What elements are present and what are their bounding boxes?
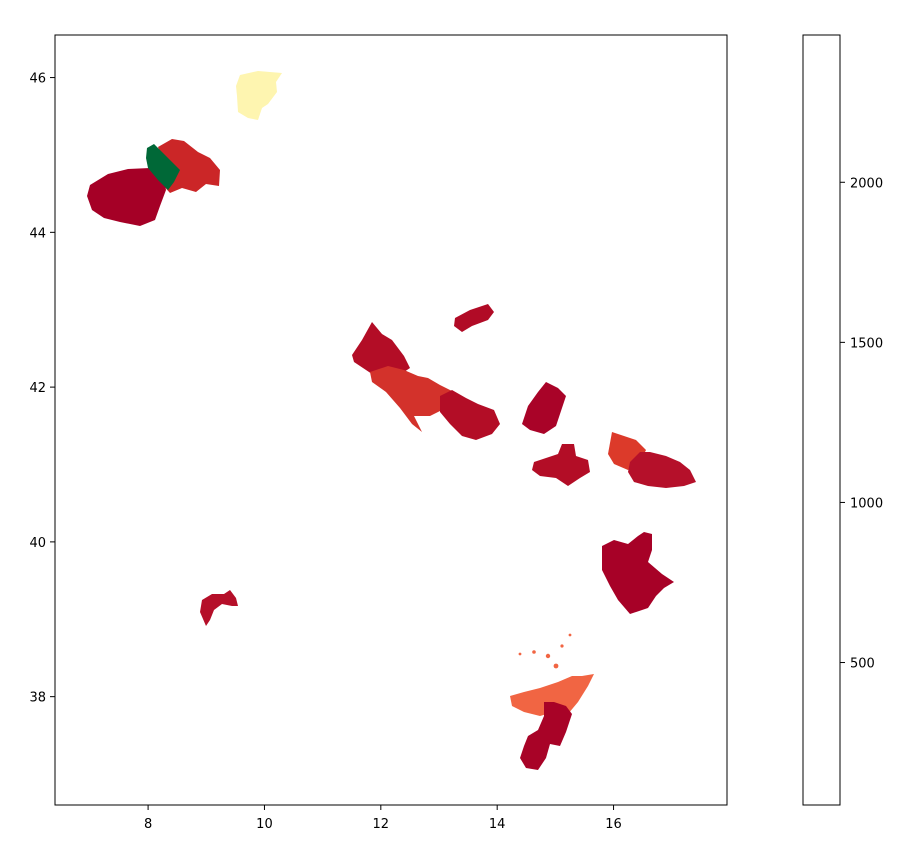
region-far-east-red <box>628 452 696 488</box>
y-tick-label: 44 <box>29 226 46 241</box>
colorbar-tick-label: 1000 <box>850 496 883 511</box>
region-south-island-orange <box>510 674 594 716</box>
x-tick-label: 12 <box>373 817 390 832</box>
x-tick-label: 14 <box>489 817 506 832</box>
y-axis-ticks: 38 40 42 44 46 <box>29 72 55 706</box>
region-south-east-large <box>602 532 674 614</box>
region-south-island-red <box>520 702 572 770</box>
colorbar <box>802 34 841 806</box>
region-southwest-island-small <box>200 590 238 626</box>
y-tick-label: 38 <box>29 691 46 706</box>
region-central-south <box>440 390 500 440</box>
islet-6 <box>568 633 572 637</box>
x-axis-ticks: 8 10 12 14 16 <box>144 805 622 832</box>
islet-3 <box>545 653 551 659</box>
y-tick-label: 42 <box>29 381 46 396</box>
region-east-middle <box>522 382 566 434</box>
colorbar-tick-label: 500 <box>850 657 875 672</box>
islet-5 <box>560 644 564 648</box>
region-central-north <box>352 322 410 378</box>
islet-4 <box>553 663 559 669</box>
region-red-west-large <box>87 168 166 226</box>
islet-2 <box>532 650 536 654</box>
x-tick-label: 10 <box>256 817 273 832</box>
y-tick-label: 40 <box>29 536 46 551</box>
region-green-northwest <box>146 144 180 190</box>
islet-1 <box>518 652 522 656</box>
plot-frame <box>54 34 728 806</box>
region-east-lower <box>532 444 590 486</box>
colorbar-tick-label: 1500 <box>850 336 883 351</box>
region-north-yellow <box>236 71 282 120</box>
x-tick-label: 16 <box>605 817 622 832</box>
y-tick-label: 46 <box>29 72 46 87</box>
region-central-coastal <box>370 366 458 432</box>
colorbar-tick-label: 2000 <box>850 176 883 191</box>
x-tick-label: 8 <box>144 817 152 832</box>
region-layer <box>87 71 696 770</box>
region-east-upper <box>454 304 494 332</box>
colorbar-ticks: 500 1000 1500 2000 <box>840 176 883 672</box>
